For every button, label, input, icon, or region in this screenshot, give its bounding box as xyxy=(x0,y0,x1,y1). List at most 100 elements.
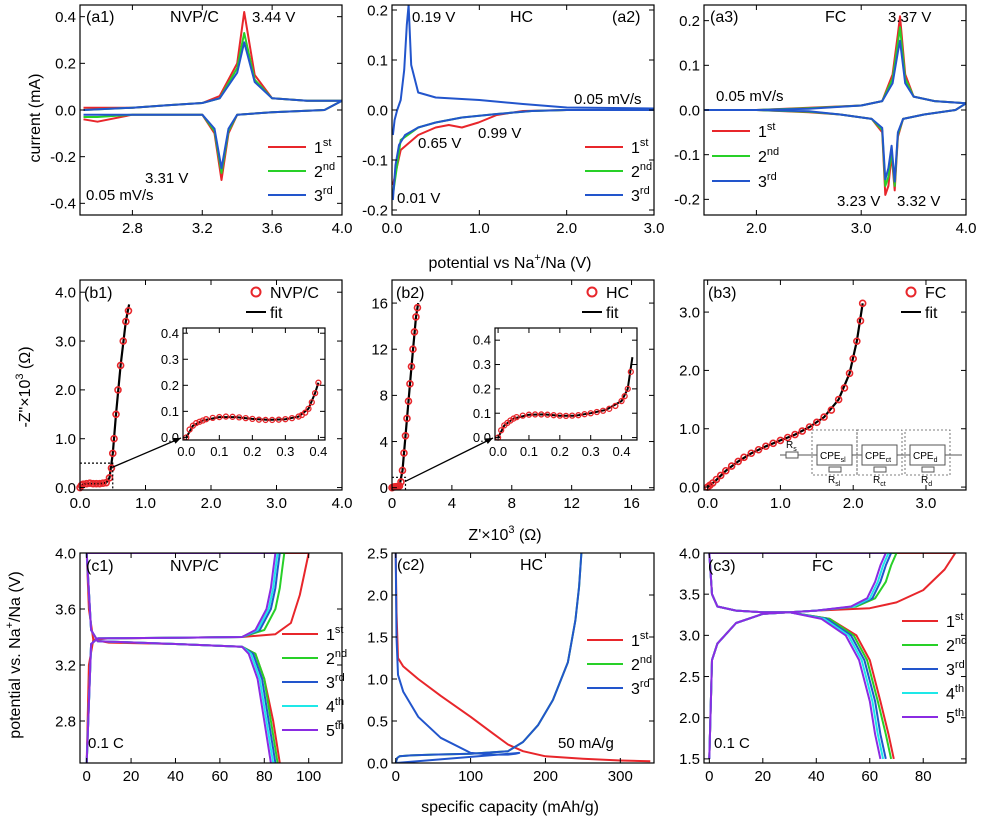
series-5-line xyxy=(708,553,887,760)
y-tick-label: 1.5 xyxy=(367,629,388,646)
x-tick-label: 200 xyxy=(533,768,558,785)
panel-label: (a2) xyxy=(612,9,640,26)
data-point xyxy=(776,436,785,445)
data-point xyxy=(740,453,748,462)
annotation-2: 0.05 mV/s xyxy=(716,88,784,105)
data-point xyxy=(856,317,865,325)
data-point xyxy=(845,369,854,378)
zoom-arrow xyxy=(405,437,494,482)
data-point xyxy=(727,462,736,470)
series-5-line xyxy=(85,553,277,763)
inset-data-point xyxy=(235,414,243,421)
data-point xyxy=(834,395,843,404)
y-tick-label: 0.5 xyxy=(367,713,388,730)
frame xyxy=(703,279,967,491)
x-tick-label: 1.0 xyxy=(469,220,490,237)
circuit-label-rs: Rs xyxy=(786,440,797,453)
inset-data-point xyxy=(606,405,613,412)
data-point xyxy=(124,306,133,315)
circuit-block-3 xyxy=(904,429,951,476)
resistor-label-2: Rct xyxy=(873,475,886,488)
x-tick-label: 1.0 xyxy=(135,495,156,512)
inset-data-point xyxy=(575,412,582,419)
y-tick-label: 0.1 xyxy=(679,58,700,75)
x-tick-label: 3.6 xyxy=(262,220,283,237)
annotation-3: 0.99 V xyxy=(478,125,521,142)
data-point xyxy=(747,449,756,458)
data-point xyxy=(119,337,128,345)
inset-data-point xyxy=(587,410,594,417)
x-tick-label: 40 xyxy=(808,768,825,785)
data-point xyxy=(413,303,422,312)
panel-b3: 0.0 1.0 2.0 3.0 3.0 2.0 1.0 0.0 (b3) FC fit Rs CPEsl… xyxy=(679,279,967,512)
legend-label-1: 1st xyxy=(314,137,331,157)
inset-data-point xyxy=(255,416,263,423)
data-point xyxy=(107,464,116,472)
frame xyxy=(391,279,655,491)
panel-label: (a1) xyxy=(86,9,114,26)
material-label: NVP/C xyxy=(170,558,219,575)
panel-b2: 0 4 8 12 16 16 12 8 4 0 (b2) HC fit 0.0 0.1 0.2 0.3 0.4 0.… xyxy=(371,279,655,512)
x-tick-label: 80 xyxy=(256,768,273,785)
series-1-line xyxy=(394,553,651,763)
zoom-box xyxy=(392,476,407,490)
material-label: HC xyxy=(520,557,543,574)
panel-a3: 2.0 3.0 4.0 0.2 0.1 0.0 -0.1 -0.2 (a3) FC 3.37 V 0.… xyxy=(674,4,976,237)
data-point xyxy=(712,475,721,484)
inset-data-point xyxy=(513,413,520,421)
cpe-label-3: CPEd xyxy=(913,451,938,464)
x-tick-label: 80 xyxy=(915,768,932,785)
x-tick-label: 3.0 xyxy=(266,495,287,512)
data-point xyxy=(406,380,414,388)
annotation-2: 0.65 V xyxy=(418,135,461,152)
series-1-line xyxy=(708,553,957,760)
inset-data-point xyxy=(282,416,289,423)
data-point xyxy=(114,386,122,394)
data-point xyxy=(813,418,821,427)
data-point xyxy=(849,354,857,363)
y-tick-label: 1.0 xyxy=(55,431,76,448)
data-point xyxy=(716,471,725,480)
inset-data-point xyxy=(209,414,216,422)
panel-a2: 0.0 1.0 2.0 3.0 0.2 0.1 0.0 -0.1 -0.2 (a2) HC 0.19 … xyxy=(362,2,664,237)
y-tick-label: 0.4 xyxy=(55,9,76,26)
legend-label-1: 1st xyxy=(631,137,648,157)
circuit-block-2 xyxy=(856,429,903,476)
resistor-label-1: Rsl xyxy=(828,475,841,488)
data-point xyxy=(805,423,814,431)
y-tick-label: 3.0 xyxy=(55,333,76,350)
inset-y-tick-label: 0.3 xyxy=(473,357,491,372)
data-point xyxy=(858,299,867,308)
resistor-1 xyxy=(828,466,842,473)
data-point xyxy=(105,473,114,482)
equivalent-circuit: Rs CPEsl Rsl CPEct Rct CPEd Rd xyxy=(780,429,962,488)
y-tick-label: -0.1 xyxy=(674,147,700,164)
legend-label-2: 2nd xyxy=(946,635,967,655)
annotation-1: 0.19 V xyxy=(412,9,455,26)
y-tick-label: 1.5 xyxy=(679,751,700,768)
x-tick-label: 4 xyxy=(448,495,456,512)
x-tick-label: 2.0 xyxy=(201,495,222,512)
inset-data-point xyxy=(302,409,309,416)
legend-label-3: 3rd xyxy=(326,672,345,692)
row-a-ylabel: current (mA) xyxy=(27,74,44,163)
inset-data-point xyxy=(562,412,570,420)
data-point xyxy=(401,431,410,440)
annotation-4: 3.32 V xyxy=(897,193,940,210)
material-label: FC xyxy=(812,558,833,575)
inset-data-point xyxy=(199,417,206,424)
series-4-line xyxy=(85,553,279,763)
inset-data-point xyxy=(249,415,256,423)
series-2-line xyxy=(394,553,583,763)
legend-label-4: 4th xyxy=(326,696,344,716)
panel-label: (b2) xyxy=(396,285,424,302)
x-tick-label: 3.0 xyxy=(851,220,872,237)
y-tick-label: 3.0 xyxy=(679,304,700,321)
data-point xyxy=(110,434,118,443)
cpe-element-1 xyxy=(816,444,853,466)
y-tick-label: 1.0 xyxy=(367,671,388,688)
legend-label-3: 3rd xyxy=(631,185,650,205)
y-tick-label: -0.2 xyxy=(50,149,76,166)
series-1-line xyxy=(83,11,342,181)
legend-label-2: 2nd xyxy=(631,161,652,181)
